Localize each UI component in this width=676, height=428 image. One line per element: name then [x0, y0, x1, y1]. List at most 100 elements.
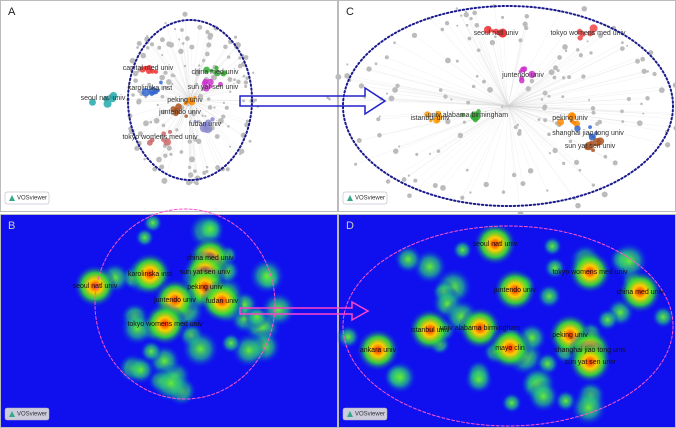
network-link [415, 105, 509, 181]
node-label: seoul natl univ [73, 283, 118, 290]
panel: seoul natl univ tokyo womens med univ junt… [336, 214, 676, 428]
network-link [507, 105, 667, 132]
network-node [195, 82, 199, 86]
network-link [189, 99, 197, 184]
network-node [205, 169, 209, 174]
network-node [475, 74, 479, 78]
network-node [603, 154, 608, 159]
density-glow [247, 257, 286, 295]
network-link [378, 105, 509, 120]
network-link [129, 99, 191, 116]
network-link [184, 14, 191, 101]
network-link [469, 38, 509, 107]
network-link [442, 105, 509, 188]
network-link [146, 39, 191, 101]
network-link [507, 105, 557, 124]
network-node [234, 35, 238, 39]
network-link [507, 76, 584, 107]
network-link [189, 81, 239, 101]
network-link [169, 99, 191, 149]
network-node [185, 179, 192, 186]
cluster-node [435, 110, 442, 117]
density-glow [452, 239, 474, 261]
network-link [162, 54, 191, 101]
network-node [153, 133, 157, 136]
network-node [198, 64, 201, 67]
network-link [438, 105, 509, 152]
network-node [136, 99, 142, 105]
network-node [132, 70, 139, 77]
network-node [377, 132, 382, 138]
network-link [507, 105, 531, 171]
node-label: tokyo womens med univ [127, 321, 203, 328]
network-link [507, 52, 651, 107]
node-label: fudan univ [189, 121, 222, 128]
cluster-node [206, 78, 214, 86]
panel-label: C [346, 6, 354, 18]
cluster-node [184, 114, 188, 118]
network-node [440, 184, 446, 191]
network-link [507, 71, 648, 107]
cluster-node [103, 95, 109, 102]
network-node [472, 10, 478, 16]
density-glow [543, 256, 567, 280]
network-link [189, 37, 236, 101]
network-link [456, 8, 509, 107]
cluster-node [209, 84, 213, 89]
network-link [355, 105, 509, 165]
density-glow [220, 332, 242, 354]
network-node [646, 70, 649, 73]
network-link [139, 99, 191, 102]
network-node [673, 125, 676, 131]
network-node [581, 6, 588, 12]
badge-text: VOSviewer [355, 412, 385, 418]
network-link [189, 99, 248, 122]
network-node [239, 148, 245, 154]
cluster-node [429, 118, 433, 123]
network-node [187, 172, 194, 178]
network-link [376, 63, 509, 107]
density-glow [382, 360, 418, 395]
network-node [460, 195, 465, 200]
network-node [432, 183, 438, 189]
network-node [588, 98, 591, 101]
network-link [440, 89, 509, 107]
network-link [189, 79, 230, 101]
network-node [180, 28, 184, 32]
network-node [149, 42, 155, 47]
cluster-node [528, 70, 536, 79]
network-link [483, 81, 509, 107]
network-link [189, 65, 200, 101]
cluster-node [220, 71, 226, 77]
network-node [221, 114, 226, 119]
network-node [527, 168, 534, 174]
network-link [507, 67, 556, 107]
network-node [407, 193, 412, 199]
network-link [507, 76, 570, 107]
network-link [507, 45, 628, 107]
network-link [189, 35, 211, 101]
network-node [143, 158, 146, 161]
network-node [428, 152, 432, 155]
density-hotspot [568, 340, 612, 384]
network-node [215, 165, 221, 171]
arrow [239, 86, 387, 116]
network-node [193, 169, 197, 174]
cluster-node [173, 107, 181, 115]
cluster-node [557, 118, 564, 126]
node-label: peking univ [552, 332, 588, 339]
network-link [430, 18, 509, 107]
node-label: istanbul univ [411, 115, 450, 122]
network-node [222, 101, 226, 105]
network-link [507, 105, 545, 108]
network-node [465, 168, 469, 172]
cluster-node [460, 112, 465, 118]
cluster-node [183, 101, 188, 106]
network-node [243, 80, 249, 85]
network-node [356, 138, 362, 144]
network-node [664, 142, 671, 148]
network-link [507, 27, 527, 107]
network-link [150, 99, 191, 123]
network-link [181, 29, 191, 101]
network-link [507, 35, 601, 107]
